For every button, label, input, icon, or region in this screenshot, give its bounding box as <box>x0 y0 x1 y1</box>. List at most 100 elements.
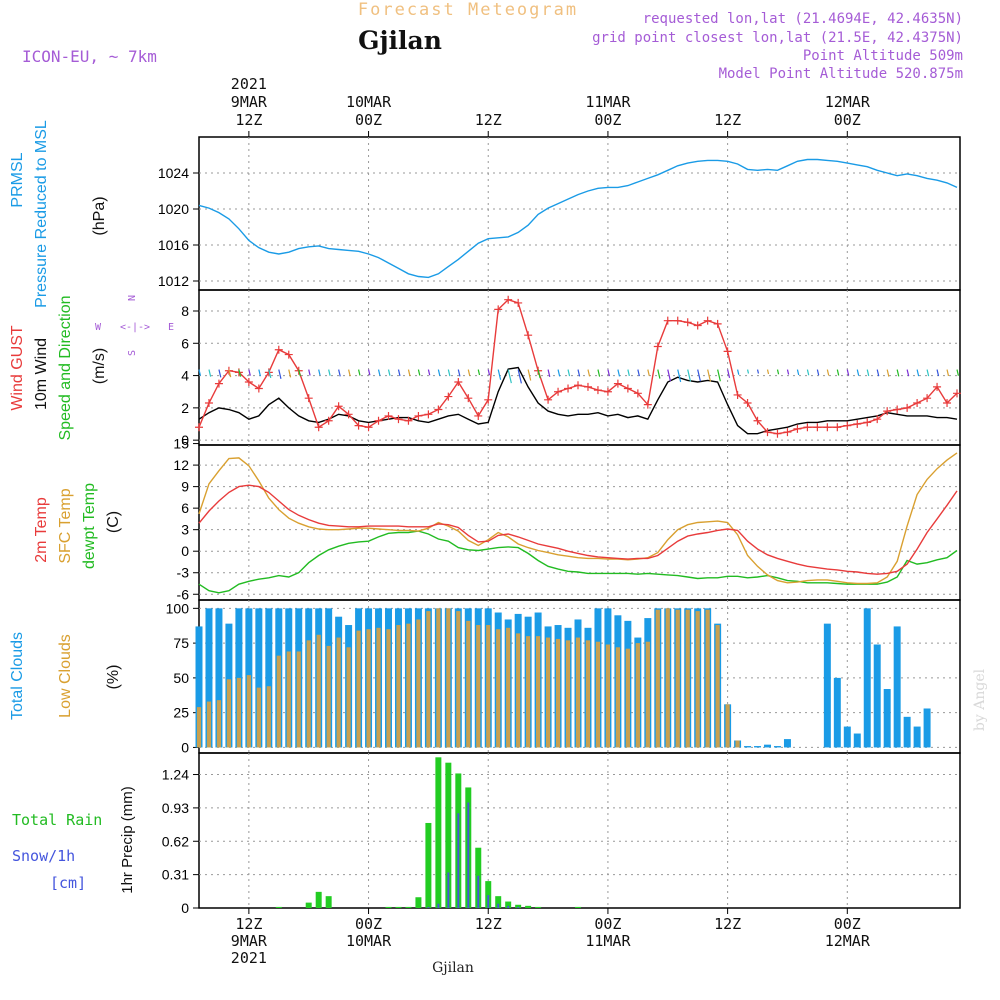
low-cloud-bar <box>735 740 740 748</box>
low-cloud-bar <box>406 623 411 748</box>
gust-marker <box>843 421 852 430</box>
low-cloud-bar <box>466 620 471 748</box>
credit: by Angel <box>972 668 988 731</box>
wind-direction-arrow <box>417 369 421 376</box>
gust-marker <box>384 411 393 420</box>
gust-marker <box>374 416 383 425</box>
low-cloud-bar <box>486 625 491 748</box>
snow-bar <box>437 903 440 908</box>
low-cloud-bar <box>396 625 401 748</box>
wind-direction-arrow <box>338 369 341 377</box>
wind-direction-arrow <box>687 369 692 382</box>
wind-direction-arrow <box>946 369 950 377</box>
clouds-ytick-label: 50 <box>173 670 189 686</box>
wind-ytick-label: 2 <box>181 400 189 416</box>
total-cloud-bar <box>863 608 871 748</box>
gust-marker <box>284 350 293 359</box>
low-cloud-bar <box>605 644 611 748</box>
low-cloud-bar <box>565 640 571 748</box>
precip-labels: Total Rain Snow/1h [cm] 1hr Precip (mm) <box>12 786 136 894</box>
low-cloud-bar <box>625 648 630 748</box>
temperature-ytick-label: 15 <box>173 436 189 452</box>
wind-direction-arrow <box>866 369 870 377</box>
bottom-time-label: 2021 <box>231 949 267 967</box>
wind-direction-arrow <box>228 369 232 378</box>
meteogram-title: Forecast Meteogram <box>358 0 578 20</box>
total-cloud-bar <box>883 689 891 748</box>
total-cloud-bar <box>265 608 273 748</box>
rain-bar <box>515 904 522 908</box>
gust-marker <box>713 319 722 328</box>
top-time-label: 00Z <box>355 111 382 129</box>
gust-marker <box>723 347 732 356</box>
low-cloud-bar <box>575 637 581 748</box>
wind-direction-arrow <box>697 369 701 382</box>
rain-bar <box>575 906 581 908</box>
gust-marker <box>643 400 652 409</box>
gust-marker <box>683 318 692 327</box>
rain-bar <box>485 881 492 908</box>
low-cloud-bar <box>246 675 251 748</box>
wind-direction-arrow <box>238 369 242 377</box>
low-cloud-bar <box>645 641 650 748</box>
rain-bar <box>395 906 402 908</box>
gust-marker <box>743 399 752 408</box>
precip-ytick-label: 1.24 <box>162 767 189 783</box>
pressure-labels: PRMSL Pressure Reduced to MSL (hPa) <box>9 120 108 308</box>
gust-marker <box>923 394 932 403</box>
rain-bar <box>275 906 282 908</box>
gust-marker <box>324 416 333 425</box>
gust-marker <box>214 379 223 388</box>
snow-label: Snow/1h <box>12 847 75 865</box>
wind-unit: (m/s) <box>91 348 108 384</box>
wind-direction-arrow <box>288 369 292 378</box>
rain-bar <box>385 906 392 908</box>
model-altitude: Model Point Altitude 520.875m <box>719 66 963 82</box>
low-cloud-bar <box>695 611 700 748</box>
low-cloud-bar <box>496 629 501 748</box>
precip-frame <box>198 752 961 909</box>
wind-direction-arrow <box>627 369 630 377</box>
wind-direction-arrow <box>487 369 491 376</box>
gust-marker <box>613 379 622 388</box>
low-cloud-bar <box>595 641 601 748</box>
gust-marker <box>673 316 682 325</box>
rain-bar <box>525 905 532 908</box>
top-time-label: 12Z <box>714 111 741 129</box>
wind-direction-arrow <box>567 369 571 377</box>
snow-bar <box>447 872 450 908</box>
low-cloud-bar <box>346 647 351 748</box>
wind-direction-arrow <box>816 369 820 376</box>
top-time-label: 12MAR <box>825 93 871 111</box>
wind-direction-arrow <box>298 369 301 377</box>
total-cloud-bar <box>903 716 911 748</box>
temperature-ytick-label: -3 <box>177 565 190 581</box>
gust-marker <box>693 321 702 330</box>
low-cloud-bar <box>206 701 212 748</box>
gust-marker <box>354 421 363 430</box>
wind-direction-arrow <box>208 369 212 377</box>
total-cloud-bar <box>205 608 213 748</box>
wind-direction-arrow <box>527 369 532 381</box>
bottom-time-label: 12Z <box>714 915 741 933</box>
bottom-time-label: 9MAR <box>231 932 268 950</box>
total-cloud-bar <box>754 746 762 748</box>
wind-direction-arrow <box>447 369 451 377</box>
clouds-ytick-label: 100 <box>166 600 190 616</box>
gust-marker <box>424 410 433 419</box>
wind-direction-arrow <box>597 369 601 377</box>
low-cloud-bar <box>675 609 680 748</box>
footer-location: Gjilan <box>432 960 474 976</box>
wind-direction-arrow <box>367 369 371 376</box>
wind-direction-arrow <box>308 369 311 376</box>
low-cloud-bar <box>456 611 461 748</box>
gust-marker <box>504 295 513 304</box>
wind-direction-arrow <box>437 369 441 376</box>
gust-marker <box>195 423 203 432</box>
wind-direction-arrow <box>896 369 900 377</box>
gridpoint-coords: grid point closest lon,lat (21.5E, 42.43… <box>592 30 963 46</box>
low-cloud-bar <box>286 651 291 748</box>
gust-marker <box>474 411 483 420</box>
temperature-frame <box>198 444 961 601</box>
wind-direction-arrow <box>517 369 522 384</box>
